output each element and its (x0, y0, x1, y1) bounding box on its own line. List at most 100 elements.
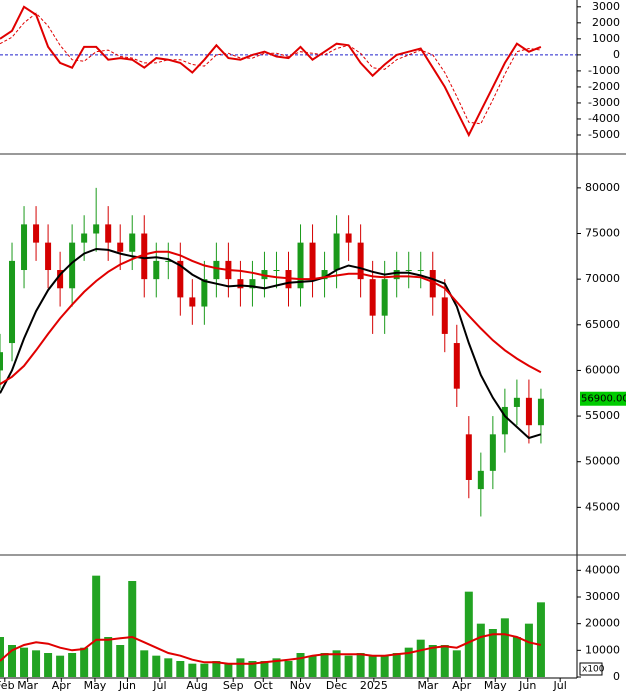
volume-bar (332, 650, 341, 677)
volume-bar (44, 653, 53, 677)
volume-bar (248, 661, 257, 677)
y-tick-label: -3000 (588, 96, 620, 109)
volume-bar (488, 629, 497, 677)
volume-bar (380, 655, 389, 677)
y-tick-label: -5000 (588, 128, 620, 141)
candle-body (405, 270, 412, 272)
y-tick-label: -2000 (588, 80, 620, 93)
x-tick-label: Apr (52, 679, 72, 692)
x-tick-label: Sep (223, 679, 244, 692)
x-tick-label: Apr (452, 679, 472, 692)
volume-bar (164, 658, 173, 677)
candle-body (273, 270, 280, 272)
volume-bar (212, 661, 221, 677)
x-tick-label: Mar (418, 679, 439, 692)
volume-bar (500, 618, 509, 677)
candle-body (141, 233, 148, 280)
x-tick-label: Oct (254, 679, 274, 692)
y-tick-label: 70000 (585, 272, 620, 285)
volume-bar (224, 663, 233, 677)
volume-bar (188, 663, 197, 677)
volume-bar (68, 653, 77, 677)
volume-bar (404, 647, 413, 677)
y-tick-label: -4000 (588, 112, 620, 125)
volume-bar (476, 623, 485, 677)
x-tick-label: Jun (118, 679, 136, 692)
volume-bar (320, 653, 329, 677)
y-tick-label: 75000 (585, 227, 620, 240)
candle-body (513, 397, 520, 407)
volume-bar (200, 663, 209, 677)
volume-bar (308, 655, 317, 677)
candle-body (69, 242, 76, 289)
candle-body (489, 434, 496, 471)
volume-bar (296, 653, 305, 677)
candle-body (201, 279, 208, 307)
volume-bar (20, 647, 29, 677)
candle-body (381, 279, 388, 316)
candle-body (321, 270, 328, 280)
x-tick-label: May (484, 679, 507, 692)
candle-body (93, 224, 100, 234)
price-marker-label: 56900.00 (581, 394, 626, 405)
volume-bar (368, 655, 377, 677)
candle-body (189, 297, 196, 307)
candle-body (153, 260, 160, 280)
volume-bar (428, 645, 437, 677)
y-tick-label: 60000 (585, 363, 620, 376)
volume-bar (104, 637, 113, 677)
volume-bar (260, 661, 269, 677)
candle-body (213, 260, 220, 280)
volume-bar (128, 581, 137, 677)
volume-bar (0, 637, 4, 677)
candle-body (441, 297, 448, 334)
volume-bar (512, 637, 521, 677)
series-line (0, 633, 542, 665)
candle-body (21, 224, 28, 271)
y-tick-label: 55000 (585, 409, 620, 422)
candle-body (393, 270, 400, 280)
volume-bar (56, 655, 65, 677)
candle-body (525, 397, 532, 426)
candle-body (249, 279, 256, 289)
candle-body (57, 270, 64, 289)
candle-body (309, 242, 316, 280)
candle-body (9, 260, 16, 344)
x-tick-label: Mar (17, 679, 38, 692)
volume-bar (140, 650, 149, 677)
x-tick-label: Jun (518, 679, 536, 692)
volume-bar (344, 655, 353, 677)
candle-body (129, 233, 136, 252)
volume-bar (440, 645, 449, 677)
candle-body (429, 270, 436, 298)
candle-body (417, 270, 424, 272)
volume-bar (356, 653, 365, 677)
volume-bar (272, 658, 281, 677)
y-tick-label: 0 (613, 670, 620, 683)
candle-body (177, 260, 184, 298)
price-marker (580, 391, 626, 406)
candle-body (333, 233, 340, 271)
candle-body (81, 233, 88, 243)
candle-body (105, 224, 112, 243)
volume-bar (524, 623, 533, 677)
volume-bar (416, 639, 425, 677)
candle-body (237, 279, 244, 289)
volume-bar (8, 645, 17, 677)
y-tick-label: 20000 (585, 617, 620, 630)
candle-body (165, 260, 172, 262)
candle-body (465, 434, 472, 480)
x-tick-label: Nov (290, 679, 312, 692)
candle-body (45, 242, 52, 271)
y-tick-label: 3000 (592, 0, 620, 13)
series-line (0, 12, 541, 125)
units-label: x100 (582, 665, 605, 675)
candle-body (477, 470, 484, 490)
y-tick-label: 10000 (585, 643, 620, 656)
y-tick-label: 80000 (585, 181, 620, 194)
candle-body (297, 242, 304, 289)
candle-body (345, 233, 352, 243)
y-tick-label: 65000 (585, 318, 620, 331)
volume-bar (116, 645, 125, 677)
x-tick-label: Jul (553, 679, 567, 692)
